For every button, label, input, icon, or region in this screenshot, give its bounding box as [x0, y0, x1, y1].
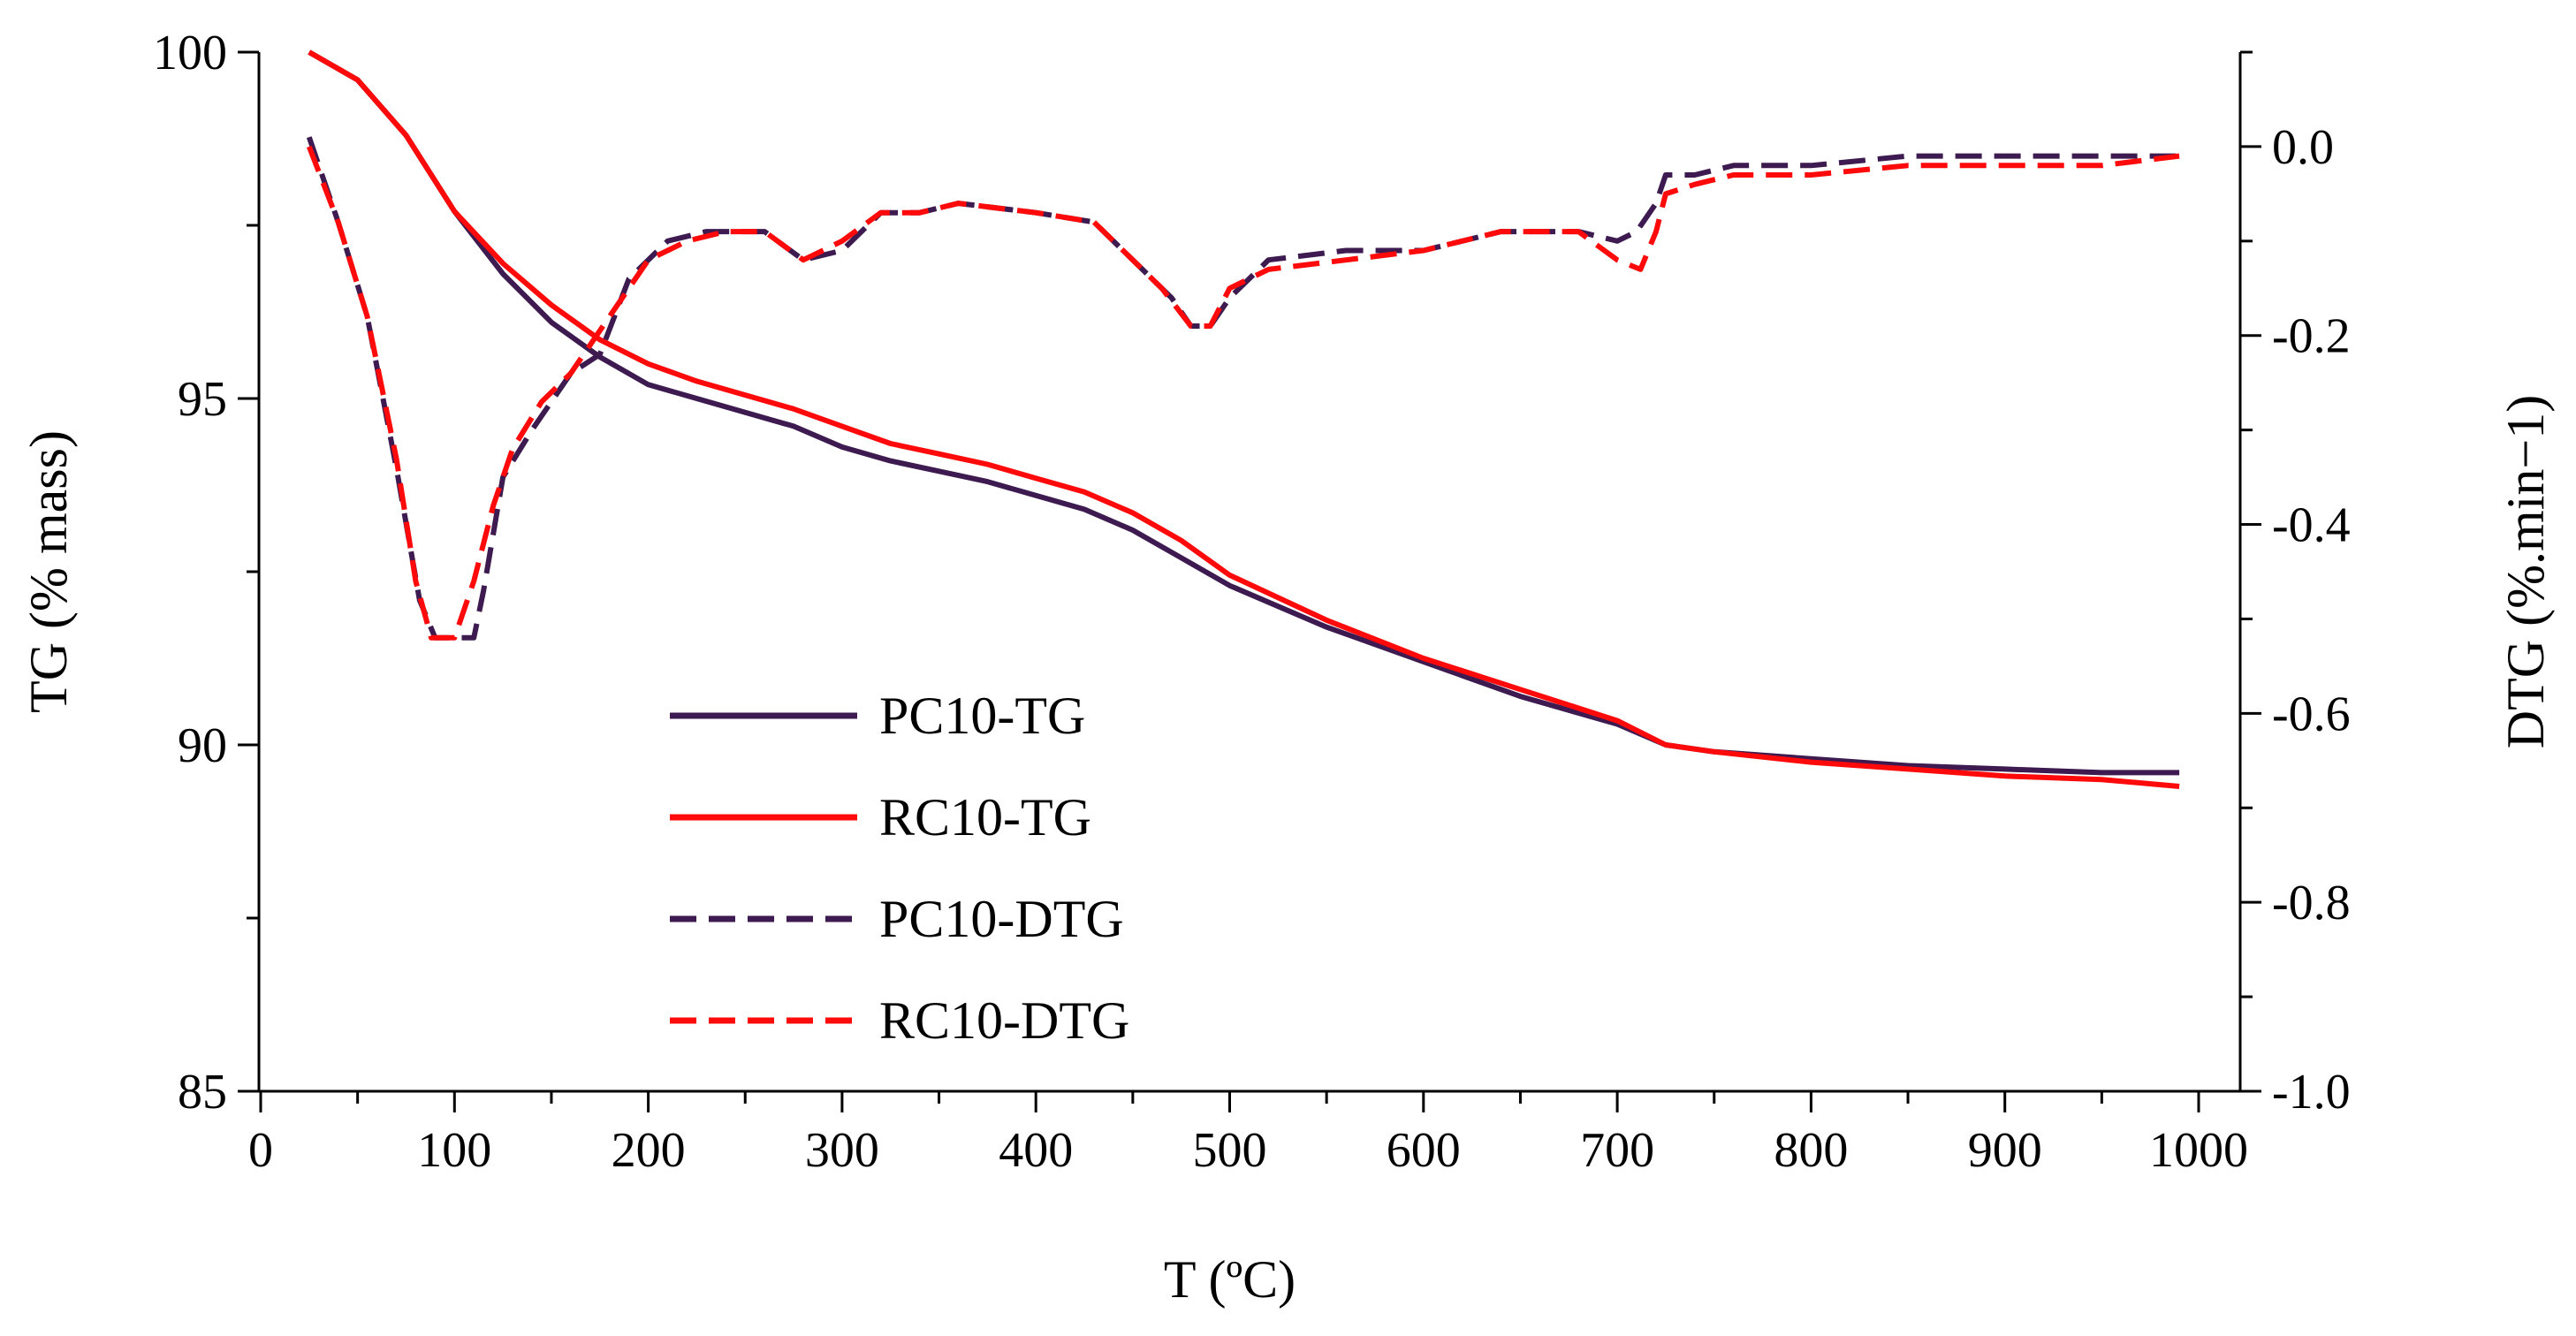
x-tick-label: 100	[417, 1123, 491, 1178]
right-y-tick-label: -0.6	[2272, 687, 2351, 741]
series-line-rc10-dtg	[307, 145, 2180, 641]
left-y-tick-label: 95	[178, 372, 227, 427]
x-tick-label: 900	[1968, 1123, 2042, 1178]
x-tick-label: 300	[805, 1123, 879, 1178]
series-line-pc10-tg	[308, 49, 2180, 776]
series-line-rc10-tg	[308, 49, 2180, 789]
right-y-axis-title: DTG (%.min−1)	[2496, 395, 2555, 748]
right-y-tick-label: -0.8	[2272, 876, 2351, 930]
ticks: 0 100 200 300 400 500 600 700 800 900 1000 85 90 95 10…	[153, 26, 2351, 1178]
right-y-tick-label: -0.2	[2272, 309, 2351, 364]
left-y-tick-label: 85	[178, 1065, 227, 1120]
axes	[257, 52, 2242, 1093]
x-tick-label: 600	[1387, 1123, 1461, 1178]
series-line-pc10-dtg	[306, 136, 2180, 641]
x-tick-label: 0	[248, 1123, 273, 1178]
right-y-tick-label: 0.0	[2272, 120, 2334, 175]
x-axis-title: T (ºC)	[1164, 1250, 1296, 1309]
x-tick-label: 400	[999, 1123, 1073, 1178]
legend: PC10-TG RC10-TG PC10-DTG RC10-DTG	[670, 687, 1129, 1050]
left-y-axis-title: TG (% mass)	[19, 430, 78, 713]
x-tick-label: 200	[612, 1123, 686, 1178]
right-y-tick-label: -1.0	[2272, 1065, 2351, 1120]
legend-label-rc10-dtg: RC10-DTG	[879, 991, 1129, 1050]
legend-label-pc10-dtg: PC10-DTG	[879, 890, 1124, 948]
x-tick-label: 500	[1193, 1123, 1267, 1178]
legend-label-rc10-tg: RC10-TG	[879, 788, 1091, 846]
legend-label-pc10-tg: PC10-TG	[879, 687, 1085, 745]
right-y-tick-label: -0.4	[2272, 498, 2351, 553]
left-y-tick-label: 90	[178, 718, 227, 773]
x-tick-label: 700	[1580, 1123, 1654, 1178]
left-y-tick-label: 100	[153, 26, 227, 80]
x-tick-label: 1000	[2149, 1123, 2248, 1178]
series-layer	[306, 49, 2180, 789]
x-tick-label: 800	[1774, 1123, 1848, 1178]
